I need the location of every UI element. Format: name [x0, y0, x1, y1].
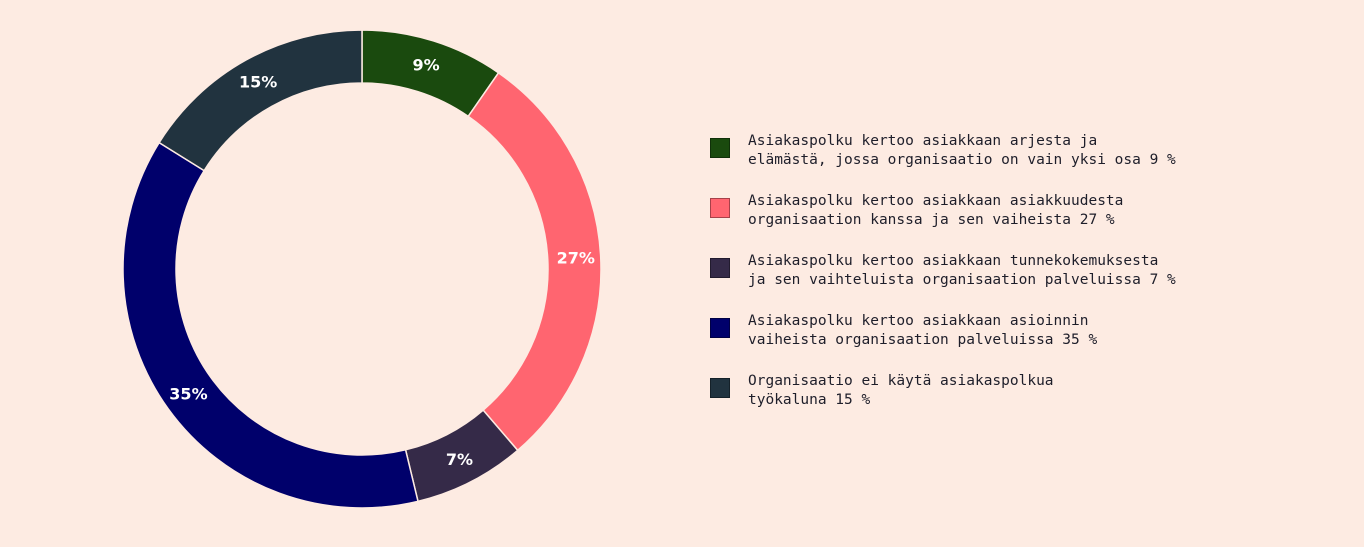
- legend-swatch: [710, 378, 730, 398]
- legend-item-1: Asiakaspolku kertoo asiakkaan arjesta ja…: [710, 132, 1310, 192]
- legend-item-5: Organisaatio ei käytä asiakaspolkua työka…: [710, 372, 1310, 432]
- legend-label-line: Asiakaspolku kertoo asiakkaan arjesta ja: [748, 133, 1098, 149]
- legend-label-line: Asiakaspolku kertoo asiakkaan asioinnin: [748, 313, 1089, 329]
- legend-label-line: vaiheista organisaation palveluissa 35 %: [748, 332, 1098, 348]
- legend-label-line: työkaluna 15 %: [748, 392, 871, 408]
- legend-label: Organisaatio ei käytä asiakaspolkua työka…: [748, 372, 1218, 410]
- legend-item-3: Asiakaspolku kertoo asiakkaan tunnekokem…: [710, 252, 1310, 312]
- legend-label-line: elämästä, jossa organisaatio on vain yks…: [748, 152, 1176, 168]
- legend-label: Asiakaspolku kertoo asiakkaan tunnekokem…: [748, 252, 1218, 290]
- donut-slice-4: [122, 141, 419, 509]
- legend-swatch: [710, 258, 730, 278]
- legend-swatch: [710, 198, 730, 218]
- legend-item-4: Asiakaspolku kertoo asiakkaan asioinnin v…: [710, 312, 1310, 372]
- legend: Asiakaspolku kertoo asiakkaan arjesta ja…: [710, 132, 1310, 432]
- legend-label-line: Organisaatio ei käytä asiakaspolkua: [748, 373, 1054, 389]
- slice-label-1: 9%: [412, 55, 439, 74]
- legend-label: Asiakaspolku kertoo asiakkaan arjesta ja…: [748, 132, 1218, 170]
- legend-label-line: ja sen vaihteluista organisaation palvel…: [748, 272, 1176, 288]
- slice-label-3: 7%: [446, 450, 473, 469]
- slice-label-2: 27%: [557, 249, 595, 268]
- legend-label: Asiakaspolku kertoo asiakkaan asioinnin v…: [748, 312, 1218, 350]
- slice-label-5: 15%: [239, 72, 277, 91]
- legend-label: Asiakaspolku kertoo asiakkaan asiakkuude…: [748, 192, 1218, 230]
- slices-layer: [122, 29, 602, 509]
- legend-item-2: Asiakaspolku kertoo asiakkaan asiakkuude…: [710, 192, 1310, 252]
- slice-label-4: 35%: [169, 385, 207, 404]
- labels-layer: 9% 27% 7% 35% 15%: [169, 55, 595, 469]
- legend-label-line: Asiakaspolku kertoo asiakkaan tunnekokem…: [748, 253, 1159, 269]
- legend-label-line: organisaation kanssa ja sen vaiheista 27…: [748, 212, 1115, 228]
- donut-slice-5: [158, 29, 363, 172]
- legend-label-line: Asiakaspolku kertoo asiakkaan asiakkuude…: [748, 193, 1124, 209]
- legend-swatch: [710, 138, 730, 158]
- legend-swatch: [710, 318, 730, 338]
- donut-chart: 9% 27% 7% 35% 15%: [122, 29, 602, 509]
